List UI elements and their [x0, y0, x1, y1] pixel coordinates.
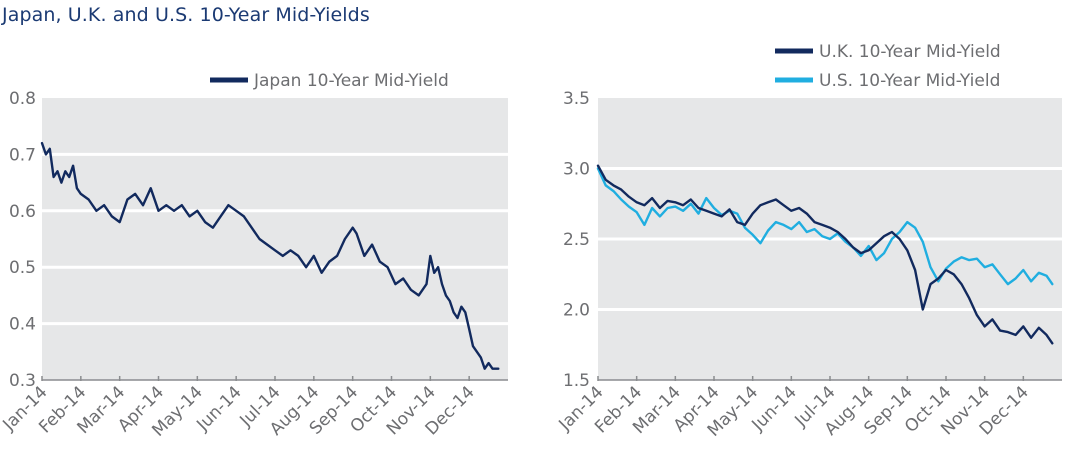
series-line-u-s-10-year-mid-yield [596, 167, 1054, 286]
y-tick-label: 3.5 [563, 89, 590, 109]
y-tick-label: 0.3 [9, 371, 36, 391]
y-tick-label: 2.5 [563, 230, 590, 250]
uk-us-yield-chart: 3.53.02.52.01.5Jan-14Feb-14Mar-14Apr-14M… [555, 42, 1062, 441]
y-tick-label: 1.5 [563, 371, 590, 391]
y-tick-label: 3.0 [563, 160, 590, 180]
legend-label: Japan 10-Year Mid-Yield [253, 71, 449, 91]
y-tick-label: 0.7 [9, 145, 36, 165]
series-line-japan-10-year-mid-yield [40, 141, 500, 370]
y-tick-label: 2.0 [563, 301, 590, 321]
legend-label: U.K. 10-Year Mid-Yield [819, 42, 1001, 62]
series-line-u-k-10-year-mid-yield [596, 164, 1054, 345]
y-tick-label: 0.6 [9, 202, 36, 222]
japan-yield-chart: 0.80.70.60.50.40.3Jan-14Feb-14Mar-14Apr-… [0, 71, 508, 441]
page-title: Japan, U.K. and U.S. 10-Year Mid-Yields [2, 4, 370, 26]
plot-area [42, 98, 508, 380]
legend-label: U.S. 10-Year Mid-Yield [819, 71, 1000, 91]
y-tick-label: 0.8 [9, 89, 36, 109]
y-tick-label: 0.5 [9, 258, 36, 278]
y-tick-label: 0.4 [9, 315, 36, 335]
